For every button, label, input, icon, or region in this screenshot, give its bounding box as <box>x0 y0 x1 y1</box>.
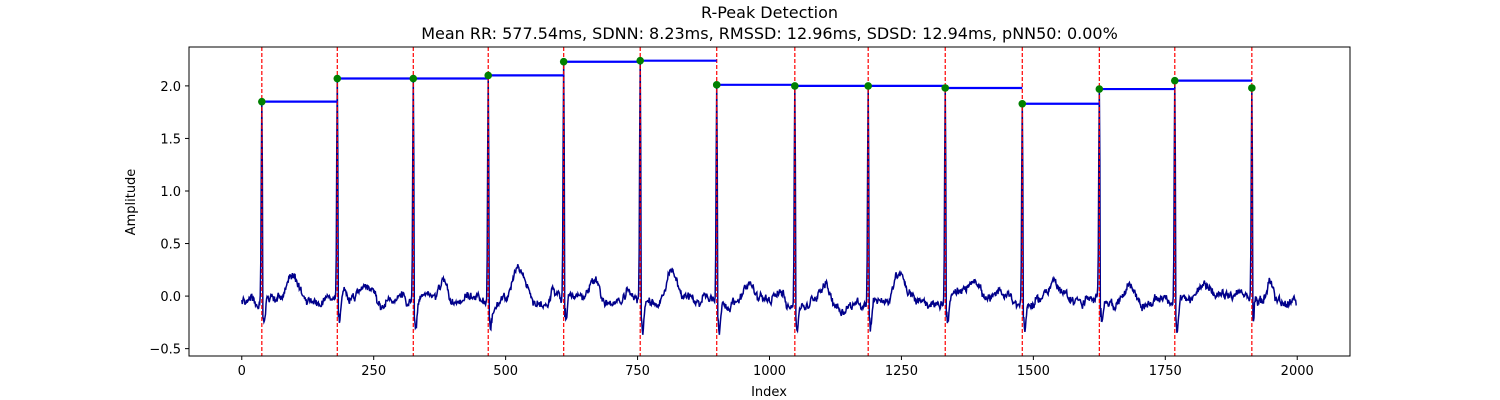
peak-marker <box>864 82 872 90</box>
peak-marker <box>1095 85 1104 93</box>
y-axis-label: Amplitude <box>124 169 139 236</box>
x-tick-label: 1500 <box>1017 364 1050 379</box>
y-tick-label: 1.5 <box>160 132 181 147</box>
peak-marker <box>484 71 493 80</box>
y-tick-label: 2.0 <box>160 80 181 95</box>
y-tick-label: 0.5 <box>160 238 181 253</box>
x-tick-label: 2000 <box>1281 364 1314 379</box>
peak-marker <box>333 74 342 83</box>
y-tick-label: 1.0 <box>160 185 181 200</box>
y-tick-label: 0.0 <box>160 290 181 305</box>
rr-segments-layer <box>261 59 1252 105</box>
signal-layer <box>241 60 1297 335</box>
x-tick-label: 1750 <box>1149 364 1182 379</box>
x-axis-label: Index <box>751 385 787 400</box>
x-tick-label: 500 <box>493 364 518 379</box>
x-tick-label: 1250 <box>885 364 918 379</box>
ecg-signal-line <box>241 60 1297 335</box>
x-tick-label: 0 <box>238 364 246 379</box>
y-tick-label: −0.5 <box>149 343 181 358</box>
peak-marker <box>1248 84 1256 92</box>
peak-marker <box>636 56 645 65</box>
peak-markers-layer <box>258 56 1256 108</box>
peak-marker <box>559 57 568 66</box>
peak-marker <box>409 74 418 83</box>
peak-marker <box>1170 76 1179 85</box>
chart-subtitle: Mean RR: 577.54ms, SDNN: 8.23ms, RMSSD: … <box>421 24 1118 43</box>
y-axis: −0.5 0.0 0.5 1.0 1.5 2.0 <box>149 80 189 358</box>
peak-marker <box>791 82 799 90</box>
x-tick-label: 750 <box>625 364 650 379</box>
peak-lines-layer <box>261 47 1253 356</box>
x-tick-label: 250 <box>361 364 386 379</box>
chart-title: R-Peak Detection <box>700 3 839 22</box>
peak-marker <box>712 81 721 89</box>
peak-marker <box>1018 99 1027 108</box>
x-axis: 0 250 500 750 1000 1250 1500 1750 2000 <box>238 356 1314 379</box>
peak-marker <box>258 97 266 106</box>
x-tick-label: 1000 <box>753 364 786 379</box>
peak-marker <box>941 84 950 92</box>
